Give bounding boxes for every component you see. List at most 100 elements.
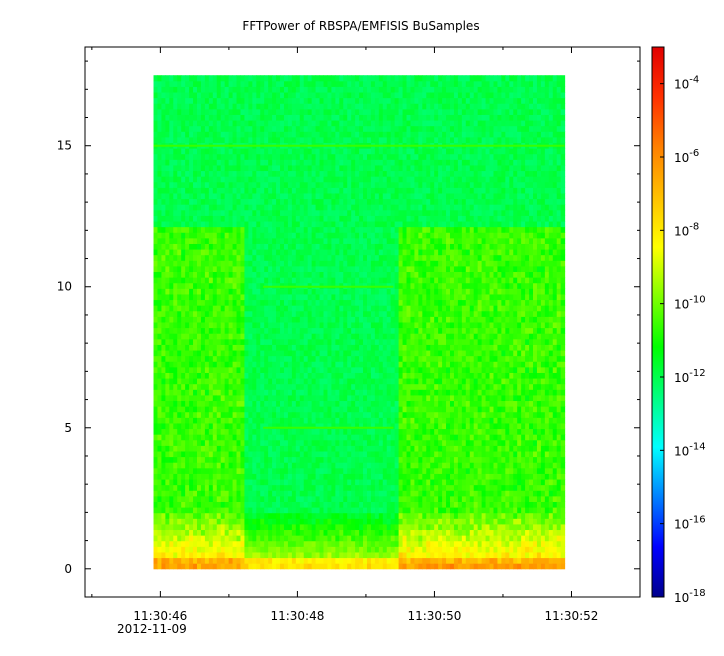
spectrogram-cell	[339, 406, 344, 413]
spectrogram-cell	[291, 484, 297, 491]
spectrogram-cell	[370, 422, 376, 430]
spectrogram-cell	[351, 338, 356, 345]
spectrogram-cell	[303, 305, 309, 312]
spectrogram-cell	[252, 181, 257, 188]
spectrogram-cell	[374, 495, 380, 502]
spectrogram-cell	[204, 551, 210, 559]
spectrogram-cell	[177, 103, 182, 110]
spectrogram-cell	[165, 400, 170, 407]
spectrogram-cell	[287, 411, 293, 418]
spectrogram-cell	[295, 125, 301, 132]
spectrogram-cell	[224, 495, 230, 502]
spectrogram-cell	[276, 389, 281, 396]
spectrogram-cell	[291, 209, 297, 216]
spectrogram-cell	[280, 316, 285, 323]
spectrogram-cell	[327, 445, 332, 452]
spectrogram-cell	[224, 422, 230, 430]
spectrogram-cell	[157, 490, 162, 497]
spectrogram-cell	[351, 495, 356, 502]
spectrogram-cell	[299, 86, 305, 93]
spectrogram-cell	[307, 490, 313, 497]
spectrogram-cell	[280, 164, 285, 172]
spectrogram-cell	[307, 473, 313, 480]
spectrogram-cell	[256, 451, 261, 458]
spectrogram-cell	[264, 221, 269, 228]
spectrogram-cell	[311, 176, 317, 183]
spectrogram-cell	[161, 299, 166, 306]
spectrogram-cell	[264, 512, 269, 519]
spectrogram-cell	[169, 125, 174, 132]
spectrogram-cell	[335, 310, 340, 317]
spectrogram-cell	[153, 293, 158, 301]
spectrogram-cell	[200, 422, 206, 430]
spectrogram-cell	[295, 361, 301, 368]
spectrogram-cell	[339, 479, 344, 486]
spectrogram-cell	[232, 232, 238, 239]
spectrogram-cell	[343, 462, 348, 469]
spectrogram-cell	[264, 136, 269, 144]
spectrogram-cell	[291, 451, 297, 458]
spectrogram-cell	[244, 322, 249, 329]
spectrogram-cell	[208, 271, 214, 278]
spectrogram-cell	[228, 80, 234, 87]
spectrogram-cell	[189, 176, 194, 183]
spectrogram-cell	[370, 277, 376, 284]
spectrogram-cell	[323, 170, 328, 177]
spectrogram-cell	[303, 226, 309, 233]
spectrogram-cell	[276, 305, 281, 312]
spectrogram-cell	[303, 277, 309, 284]
spectrogram-cell	[200, 120, 206, 127]
spectrogram-cell	[287, 507, 293, 514]
spectrogram-cell	[204, 209, 210, 216]
spectrogram-cell	[280, 226, 285, 233]
spectrogram-cell	[189, 215, 194, 222]
spectrogram-cell	[374, 535, 380, 542]
spectrogram-cell	[173, 501, 178, 508]
spectrogram-cell	[260, 322, 265, 329]
spectrogram-cell	[153, 473, 158, 480]
spectrogram-cell	[363, 501, 368, 508]
spectrogram-cell	[256, 237, 261, 244]
spectrogram-cell	[303, 299, 309, 306]
spectrogram-cell	[323, 226, 328, 233]
spectrogram-cell	[343, 204, 348, 211]
spectrogram-cell	[287, 176, 293, 183]
spectrogram-cell	[311, 361, 317, 368]
spectrogram-cell	[323, 344, 328, 351]
spectrogram-cell	[165, 187, 170, 194]
spectrogram-cell	[319, 316, 324, 323]
spectrogram-cell	[347, 439, 352, 446]
spectrogram-cell	[366, 467, 372, 474]
spectrogram-cell	[224, 249, 230, 256]
spectrogram-cell	[268, 305, 273, 312]
spectrogram-cell	[291, 316, 297, 323]
spectrogram-cell	[208, 434, 214, 441]
spectrogram-cell	[295, 237, 301, 244]
spectrogram-cell	[347, 338, 352, 345]
spectrogram-cell	[315, 86, 321, 93]
spectrogram-cell	[323, 187, 328, 194]
spectrogram-cell	[189, 237, 194, 244]
spectrogram-cell	[189, 232, 194, 239]
spectrogram-cell	[165, 372, 170, 379]
spectrogram-cell	[169, 518, 174, 525]
spectrogram-cell	[200, 125, 206, 132]
spectrogram-cell	[339, 204, 344, 211]
spectrogram-cell	[200, 181, 206, 188]
spectrogram-cell	[283, 187, 289, 194]
spectrogram-cell	[359, 232, 364, 239]
spectrogram-cell	[351, 490, 356, 497]
spectrogram-cell	[268, 148, 273, 155]
spectrogram-cell	[169, 75, 174, 82]
spectrogram-cell	[212, 232, 218, 239]
spectrogram-cell	[256, 305, 261, 312]
spectrogram-cell	[161, 338, 166, 345]
spectrogram-cell	[331, 75, 336, 82]
spectrogram-cell	[335, 366, 340, 373]
spectrogram-cell	[280, 495, 285, 502]
spectrogram-cell	[185, 389, 190, 396]
spectrogram-cell	[351, 484, 356, 491]
spectrogram-cell	[323, 366, 328, 373]
spectrogram-cell	[366, 254, 372, 261]
spectrogram-cell	[256, 226, 261, 233]
